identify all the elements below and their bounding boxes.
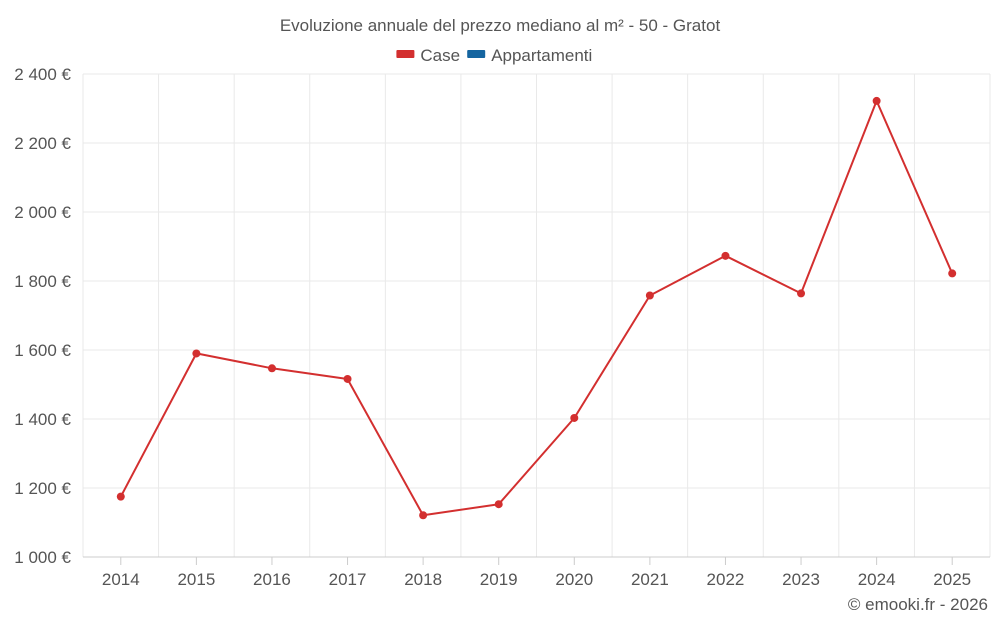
series-line-case <box>119 99 954 517</box>
y-tick-label: 1 200 € <box>14 479 71 498</box>
copyright-credit: © emooki.fr - 2026 <box>848 595 988 614</box>
x-tick-label: 2020 <box>555 570 593 589</box>
y-tick-label: 1 000 € <box>14 548 71 567</box>
x-tick-label: 2019 <box>480 570 518 589</box>
x-tick-label: 2016 <box>253 570 291 589</box>
y-tick-label: 2 200 € <box>14 134 71 153</box>
data-point[interactable] <box>872 96 881 105</box>
x-tick-label: 2021 <box>631 570 669 589</box>
data-point[interactable] <box>645 291 654 300</box>
data-point[interactable] <box>419 511 428 520</box>
x-tick-label: 2015 <box>177 570 215 589</box>
chart-title: Evoluzione annuale del prezzo mediano al… <box>280 16 721 35</box>
legend-label: Appartamenti <box>491 46 592 65</box>
legend-item-case[interactable]: Case <box>396 46 460 65</box>
legend-item-appartamenti[interactable]: Appartamenti <box>467 46 592 65</box>
y-tick-label: 1 600 € <box>14 341 71 360</box>
x-tick-label: 2023 <box>782 570 820 589</box>
x-tick-label: 2018 <box>404 570 442 589</box>
y-axis: 1 000 € 1 200 € 1 400 € 1 600 € 1 800 € 2 000… <box>14 65 71 567</box>
data-point[interactable] <box>721 251 730 260</box>
legend: Case Appartamenti <box>396 46 592 65</box>
x-tick-label: 2022 <box>707 570 745 589</box>
y-tick-label: 1 400 € <box>14 410 71 429</box>
legend-swatch <box>467 50 486 58</box>
data-point[interactable] <box>948 269 957 278</box>
data-point[interactable] <box>570 413 579 422</box>
data-point[interactable] <box>494 500 503 509</box>
data-point[interactable] <box>343 374 352 383</box>
legend-label: Case <box>420 46 460 65</box>
data-point[interactable] <box>797 289 806 298</box>
data-point[interactable] <box>116 492 125 501</box>
x-tick-label: 2025 <box>933 570 971 589</box>
y-tick-label: 1 800 € <box>14 272 71 291</box>
x-tick-label: 2024 <box>858 570 896 589</box>
x-axis: 2014 2015 2016 2017 2018 2019 2020 2021 2022 2023… <box>83 556 990 589</box>
data-point[interactable] <box>192 349 201 358</box>
legend-swatch <box>396 50 415 58</box>
x-tick-label: 2017 <box>329 570 367 589</box>
y-tick-label: 2 000 € <box>14 203 71 222</box>
y-tick-label: 2 400 € <box>14 65 71 84</box>
x-tick-label: 2014 <box>102 570 140 589</box>
series-layer <box>116 96 957 520</box>
data-point[interactable] <box>267 364 276 373</box>
grid <box>82 73 991 557</box>
